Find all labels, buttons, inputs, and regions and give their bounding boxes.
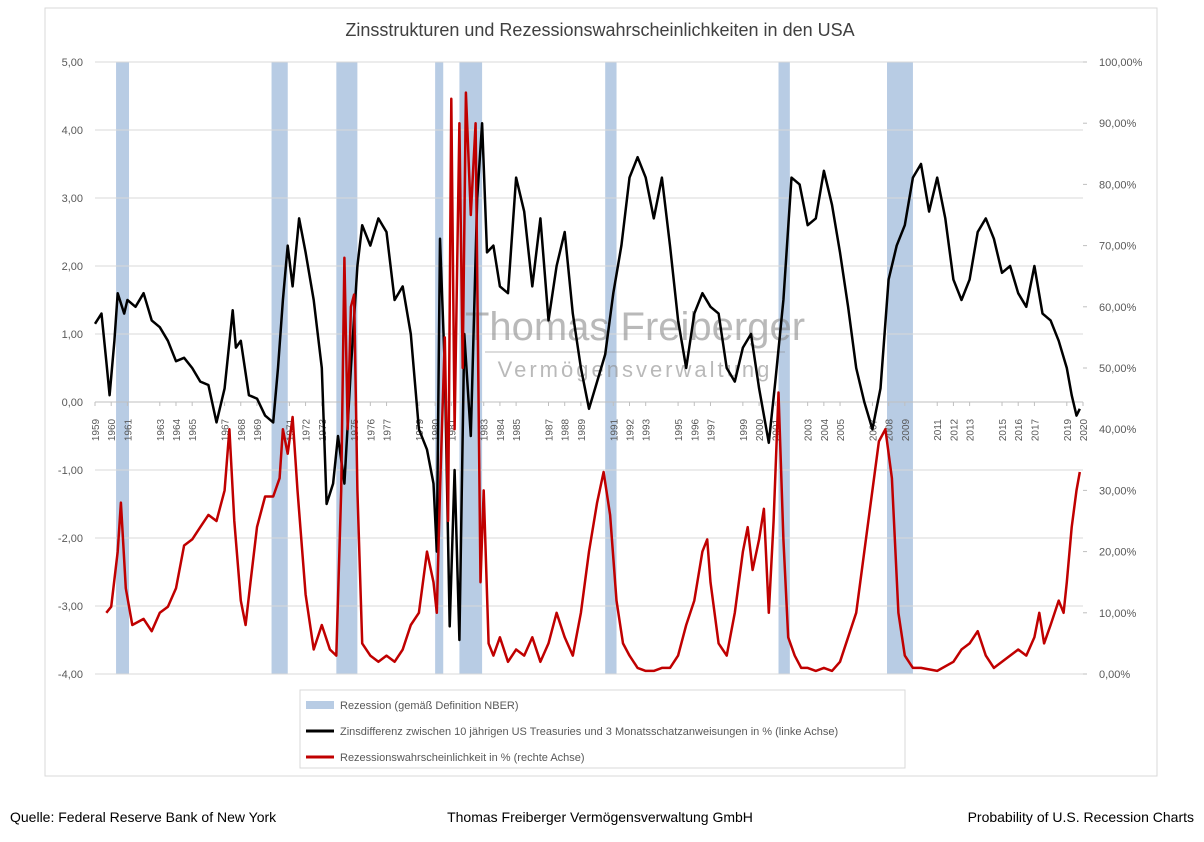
- y-tick-label: 2,00: [62, 261, 83, 273]
- x-tick-label: 1995: [674, 418, 685, 441]
- recession-band: [605, 62, 617, 674]
- series-line: [93, 121, 1081, 642]
- x-tick-label: 1983: [480, 418, 491, 441]
- y2-tick-label: 50,00%: [1099, 363, 1137, 375]
- x-tick-label: 1972: [302, 418, 313, 441]
- x-tick-label: 2005: [836, 418, 847, 441]
- x-tick-label: 2015: [998, 418, 1009, 441]
- y-tick-label: 4,00: [62, 125, 83, 137]
- lines: [93, 91, 1082, 673]
- x-tick-label: 2017: [1030, 418, 1041, 441]
- recession-band: [116, 62, 130, 674]
- watermark: Thomas Freiberger: [465, 305, 805, 349]
- y-tick-label: -4,00: [58, 669, 83, 681]
- x-tick-label: 1992: [625, 418, 636, 441]
- x-tick-label: 1964: [172, 418, 183, 441]
- y2-tick-label: 40,00%: [1099, 424, 1137, 436]
- y2-tick-label: 30,00%: [1099, 485, 1137, 497]
- footer: Probability of U.S. Recession Charts: [968, 809, 1194, 825]
- legend-label: Rezessionswahrscheinlichkeit in % (recht…: [340, 752, 585, 764]
- x-tick-label: 1987: [545, 418, 556, 441]
- legend-label: Zinsdifferenz zwischen 10 jährigen US Tr…: [340, 726, 838, 738]
- legend-swatch: [306, 701, 334, 709]
- x-tick-label: 1967: [221, 418, 232, 441]
- x-tick-label: 1977: [383, 418, 394, 441]
- x-tick-label: 1968: [237, 418, 248, 441]
- x-tick-label: 1988: [561, 418, 572, 441]
- y2-tick-label: 60,00%: [1099, 302, 1137, 314]
- y2-tick-label: 90,00%: [1099, 118, 1137, 130]
- x-tick-label: 1980: [431, 418, 442, 441]
- y2-tick-label: 20,00%: [1099, 547, 1137, 559]
- x-tick-label: 2009: [901, 418, 912, 441]
- x-tick-label: 2007: [868, 418, 879, 441]
- x-tick-label: 1984: [496, 418, 507, 441]
- recession-band: [271, 62, 288, 674]
- x-tick-label: 2019: [1063, 418, 1074, 441]
- x-tick-label: 2012: [949, 418, 960, 441]
- x-tick-label: 1963: [156, 418, 167, 441]
- x-tick-label: 1965: [188, 418, 199, 441]
- y2-tick-label: 80,00%: [1099, 179, 1137, 191]
- footer: Quelle: Federal Reserve Bank of New York: [10, 809, 277, 825]
- x-tick-label: 2013: [966, 418, 977, 441]
- watermark: Vermögensverwaltung: [498, 357, 773, 382]
- y-tick-label: -3,00: [58, 601, 83, 613]
- y2-tick-label: 0,00%: [1099, 669, 1130, 681]
- x-tick-label: 1989: [577, 418, 588, 441]
- y2-tick-label: 100,00%: [1099, 57, 1143, 69]
- x-tick-label: 1985: [512, 418, 523, 441]
- y-tick-label: 3,00: [62, 193, 83, 205]
- x-tick-label: 2020: [1079, 418, 1090, 441]
- x-tick-label: 1959: [91, 418, 102, 441]
- legend: [299, 689, 906, 769]
- x-tick-label: 1996: [690, 418, 701, 441]
- x-tick-label: 1993: [642, 418, 653, 441]
- y-tick-label: 1,00: [62, 329, 83, 341]
- x-tick-label: 1969: [253, 418, 264, 441]
- x-tick-label: 2011: [933, 419, 944, 441]
- series-line: [105, 91, 1082, 673]
- x-tick-label: 2004: [820, 418, 831, 441]
- y-tick-label: -2,00: [58, 533, 83, 545]
- legend-label: Rezession (gemäß Definition NBER): [340, 700, 519, 712]
- footer: Thomas Freiberger Vermögensverwaltung Gm…: [447, 809, 753, 825]
- x-tick-label: 1976: [366, 418, 377, 441]
- x-tick-label: 1961: [123, 418, 134, 441]
- x-tick-label: 1999: [739, 418, 750, 441]
- y-tick-label: 0,00: [62, 397, 83, 409]
- x-tick-label: 2003: [804, 418, 815, 441]
- y-tick-label: -1,00: [58, 465, 83, 477]
- x-tick-label: 2016: [1014, 418, 1025, 441]
- chart-title: Zinsstrukturen und Rezessionswahrscheinl…: [345, 20, 854, 40]
- y-tick-label: 5,00: [62, 57, 83, 69]
- x-tick-label: 2000: [755, 418, 766, 441]
- x-tick-label: 1997: [706, 418, 717, 441]
- x-tick-label: 2008: [885, 418, 896, 441]
- y2-tick-label: 10,00%: [1099, 608, 1137, 620]
- axes: -4,00 -3,00 -2,00 -1,00 0,00 1,00 2,00 3,00 4,00…: [58, 57, 1143, 681]
- x-tick-label: 1960: [107, 418, 118, 441]
- chart-border: [44, 7, 1158, 777]
- recession-band: [887, 62, 913, 674]
- x-tick-label: 1981: [447, 418, 458, 441]
- x-tick-label: 1991: [609, 418, 620, 441]
- recession-band: [778, 62, 790, 674]
- y2-tick-label: 70,00%: [1099, 241, 1137, 253]
